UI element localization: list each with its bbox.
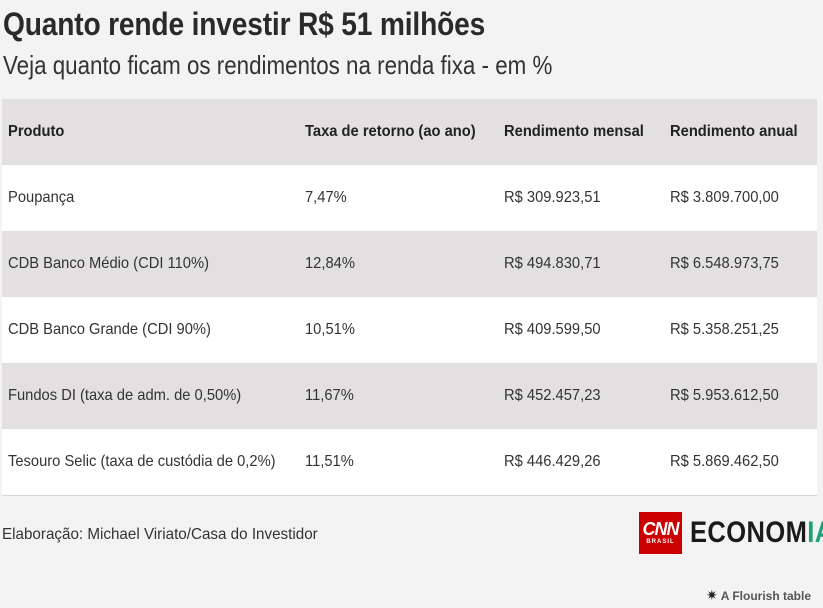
- table-cell-anual: R$ 3.809.700,00: [670, 189, 779, 206]
- cnn-logo-icon: CNN BRASIL: [639, 512, 682, 554]
- table-row: Fundos DI (taxa de adm. de 0,50%) 11,67%…: [2, 363, 817, 429]
- table-cell-produto: CDB Banco Médio (CDI 110%): [8, 255, 209, 272]
- column-header-mensal[interactable]: Rendimento mensal: [504, 123, 644, 140]
- table-cell-anual: R$ 5.953.612,50: [670, 387, 779, 404]
- table-cell-taxa: 11,51%: [299, 429, 498, 496]
- flourish-credit-link[interactable]: ✷ A Flourish table: [706, 587, 811, 603]
- column-header-taxa[interactable]: Taxa de retorno (ao ano): [305, 123, 476, 140]
- economia-wordmark: ECONOMIA: [690, 516, 823, 549]
- table-cell-anual: R$ 5.358.251,25: [670, 321, 779, 338]
- table-row: Tesouro Selic (taxa de custódia de 0,2%)…: [2, 429, 817, 496]
- table-cell-produto: CDB Banco Grande (CDI 90%): [8, 321, 211, 338]
- data-table: Produto Taxa de retorno (ao ano) Rendime…: [2, 99, 817, 496]
- table-cell-produto: Poupança: [8, 189, 75, 206]
- table-cell-produto: Fundos DI (taxa de adm. de 0,50%): [8, 387, 242, 404]
- table-header-row: Produto Taxa de retorno (ao ano) Rendime…: [2, 99, 817, 165]
- table-row: Poupança 7,47% R$ 309.923,51 R$ 3.809.70…: [2, 165, 817, 231]
- table-row: CDB Banco Médio (CDI 110%) 12,84% R$ 494…: [2, 231, 817, 297]
- table-cell-mensal: R$ 446.429,26: [498, 429, 664, 496]
- table-cell-anual: R$ 5.869.462,50: [664, 429, 817, 496]
- chart-title: Quanto rende investir R$ 51 milhões: [3, 6, 486, 42]
- column-header-produto[interactable]: Produto: [8, 123, 65, 140]
- table-cell-taxa: 7,47%: [305, 189, 347, 206]
- flourish-star-icon: ✷: [706, 587, 718, 603]
- cnn-brasil-economia-logo: CNN BRASIL ECONOMIA: [639, 512, 823, 554]
- chart-subtitle: Veja quanto ficam os rendimentos na rend…: [3, 50, 553, 80]
- table-cell-taxa: 10,51%: [305, 321, 355, 338]
- table-cell-mensal: R$ 409.599,50: [504, 321, 601, 338]
- table-cell-taxa: 12,84%: [305, 255, 355, 272]
- source-credit: Elaboração: Michael Viriato/Casa do Inve…: [2, 526, 318, 543]
- table-cell-mensal: R$ 309.923,51: [504, 189, 601, 206]
- table-cell-mensal: R$ 452.457,23: [504, 387, 601, 404]
- table-cell-taxa: 11,67%: [305, 387, 354, 404]
- table-cell-mensal: R$ 494.830,71: [504, 255, 601, 272]
- table-cell-anual: R$ 6.548.973,75: [670, 255, 779, 272]
- column-header-anual[interactable]: Rendimento anual: [670, 123, 798, 140]
- table-row: CDB Banco Grande (CDI 90%) 10,51% R$ 409…: [2, 297, 817, 363]
- table-cell-produto: Tesouro Selic (taxa de custódia de 0,2%): [2, 429, 299, 496]
